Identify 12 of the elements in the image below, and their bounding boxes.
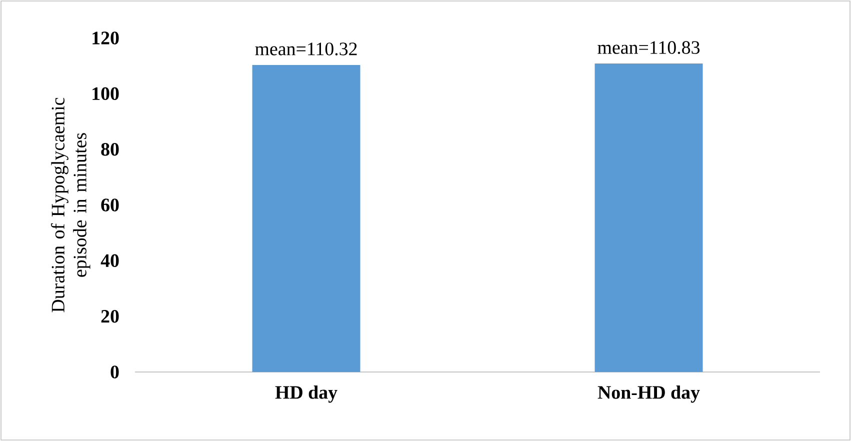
y-tick-label: 100 — [92, 87, 119, 100]
x-tick-label: Non-HD day — [598, 386, 700, 403]
y-tick-label: 0 — [110, 366, 119, 378]
y-tick-label: 120 — [92, 32, 119, 44]
y-tick-label: 80 — [101, 142, 119, 156]
x-tick-label: HD day — [275, 386, 338, 403]
y-tick-label: 60 — [101, 198, 119, 212]
data-label: mean=110.83 — [598, 41, 700, 54]
y-axis-title: Duration of Hypoglycaemic episode in minutes — [50, 98, 90, 312]
y-tick-label: 40 — [100, 254, 119, 268]
y-tick-label: 20 — [101, 310, 119, 323]
data-label: mean=110.32 — [255, 42, 357, 56]
